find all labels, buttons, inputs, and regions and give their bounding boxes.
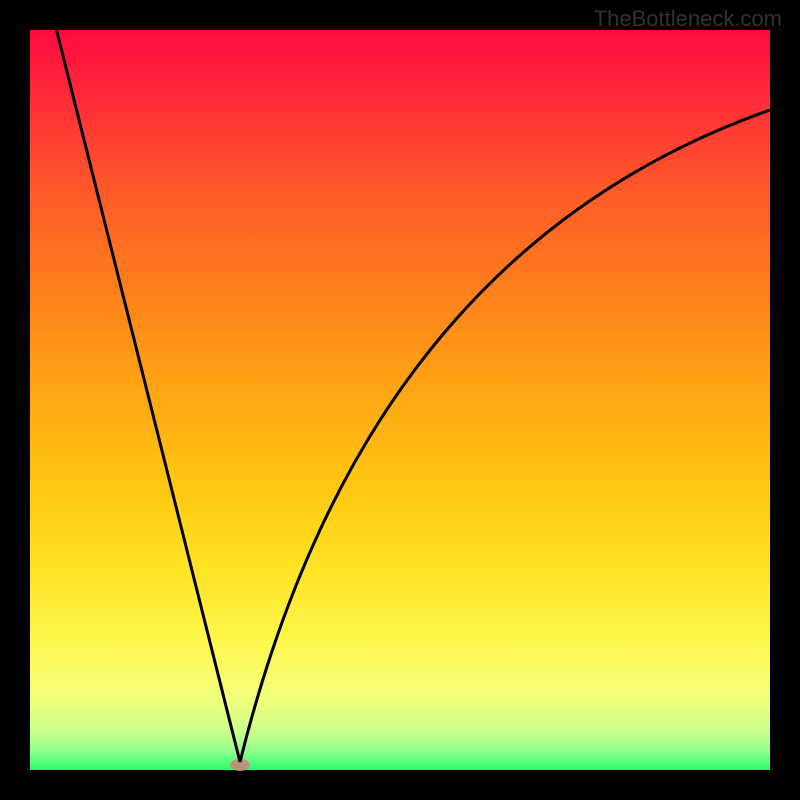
curve-left-branch: [49, 0, 240, 762]
bottleneck-curve: [0, 0, 800, 800]
curve-right-branch: [240, 110, 770, 762]
watermark-text: TheBottleneck.com: [594, 6, 782, 32]
chart-container: TheBottleneck.com: [0, 0, 800, 800]
